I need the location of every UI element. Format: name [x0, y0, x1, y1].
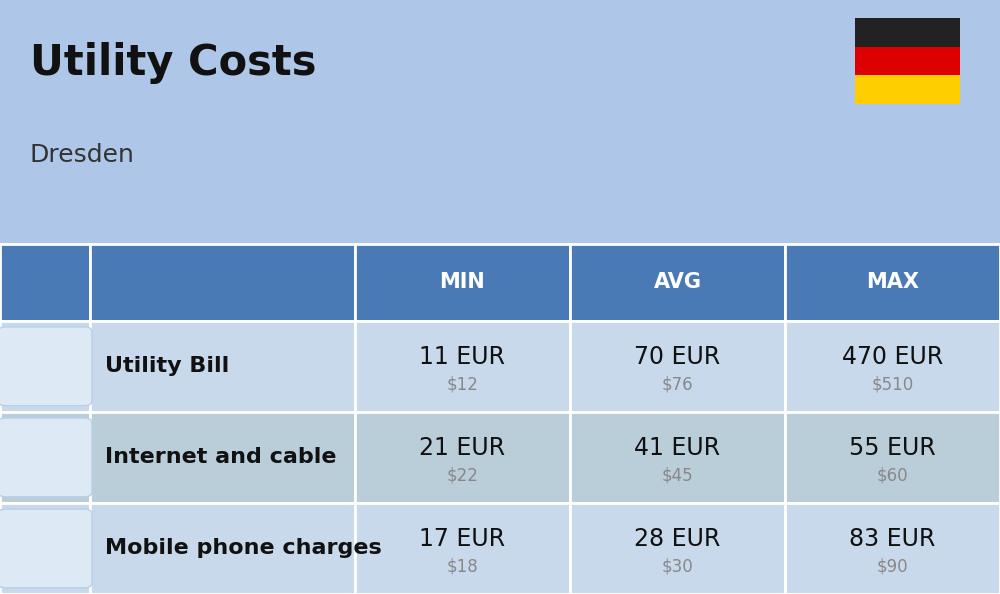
Text: $60: $60	[877, 467, 908, 485]
Text: Mobile phone charges: Mobile phone charges	[105, 538, 382, 558]
Text: $76: $76	[662, 375, 693, 393]
FancyBboxPatch shape	[855, 46, 960, 75]
FancyBboxPatch shape	[855, 18, 960, 46]
FancyBboxPatch shape	[570, 244, 785, 321]
FancyBboxPatch shape	[785, 503, 1000, 594]
Text: Dresden: Dresden	[30, 143, 135, 166]
FancyBboxPatch shape	[785, 412, 1000, 503]
FancyBboxPatch shape	[785, 321, 1000, 412]
Text: 470 EUR: 470 EUR	[842, 345, 943, 369]
Text: $12: $12	[447, 375, 478, 393]
Text: 83 EUR: 83 EUR	[849, 527, 936, 551]
FancyBboxPatch shape	[570, 321, 785, 412]
FancyBboxPatch shape	[355, 412, 570, 503]
Text: MAX: MAX	[866, 272, 919, 292]
Text: MIN: MIN	[440, 272, 485, 292]
Text: $45: $45	[662, 467, 693, 485]
FancyBboxPatch shape	[355, 244, 570, 321]
FancyBboxPatch shape	[355, 321, 570, 412]
FancyBboxPatch shape	[90, 321, 355, 412]
FancyBboxPatch shape	[90, 244, 355, 321]
FancyBboxPatch shape	[0, 321, 90, 412]
FancyBboxPatch shape	[0, 509, 92, 588]
Text: Utility Costs: Utility Costs	[30, 42, 316, 84]
Text: 17 EUR: 17 EUR	[419, 527, 506, 551]
Text: 70 EUR: 70 EUR	[634, 345, 721, 369]
FancyBboxPatch shape	[90, 503, 355, 594]
FancyBboxPatch shape	[570, 412, 785, 503]
Text: $30: $30	[662, 558, 693, 576]
Text: AVG: AVG	[654, 272, 702, 292]
Text: $18: $18	[447, 558, 478, 576]
FancyBboxPatch shape	[855, 75, 960, 104]
FancyBboxPatch shape	[0, 418, 92, 497]
Text: Utility Bill: Utility Bill	[105, 356, 229, 377]
Text: $90: $90	[877, 558, 908, 576]
Text: 28 EUR: 28 EUR	[634, 527, 721, 551]
Text: 41 EUR: 41 EUR	[634, 436, 721, 460]
FancyBboxPatch shape	[0, 503, 90, 594]
Text: 21 EUR: 21 EUR	[419, 436, 506, 460]
FancyBboxPatch shape	[0, 412, 90, 503]
Text: $22: $22	[447, 467, 478, 485]
FancyBboxPatch shape	[90, 412, 355, 503]
FancyBboxPatch shape	[0, 244, 90, 321]
FancyBboxPatch shape	[570, 503, 785, 594]
Text: 55 EUR: 55 EUR	[849, 436, 936, 460]
Text: $510: $510	[871, 375, 914, 393]
FancyBboxPatch shape	[785, 244, 1000, 321]
Text: 11 EUR: 11 EUR	[419, 345, 505, 369]
FancyBboxPatch shape	[355, 503, 570, 594]
Text: Internet and cable: Internet and cable	[105, 447, 336, 467]
FancyBboxPatch shape	[0, 327, 92, 406]
